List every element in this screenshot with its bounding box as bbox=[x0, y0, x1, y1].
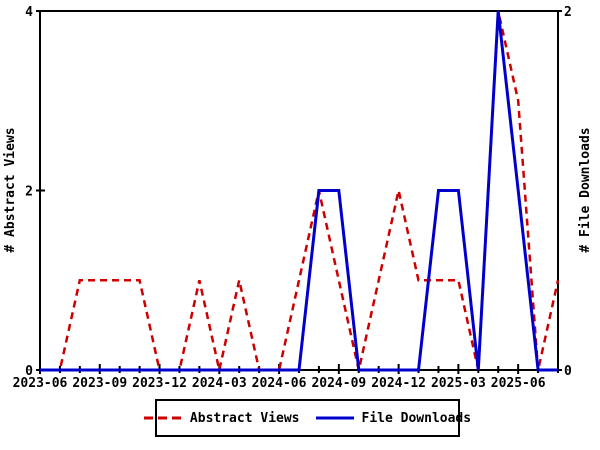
right-axis-title: # File Downloads bbox=[578, 127, 593, 252]
x-tick-label: 2025-06 bbox=[491, 376, 546, 391]
x-tick-label: 2024-03 bbox=[192, 376, 247, 391]
x-tick-label: 2024-06 bbox=[252, 376, 307, 391]
left-axis-title: # Abstract Views bbox=[3, 127, 18, 252]
legend-label-file-downloads: File Downloads bbox=[361, 410, 472, 426]
solid-line-sample-icon bbox=[315, 416, 354, 420]
x-tick-label: 2023-09 bbox=[72, 376, 127, 391]
x-tick-label: 2024-12 bbox=[371, 376, 426, 391]
right-y-tick-label: 2 bbox=[564, 5, 572, 20]
right-y-tick-label: 0 bbox=[564, 364, 572, 379]
file-downloads-line bbox=[40, 10, 558, 372]
dashed-line-sample-icon bbox=[143, 416, 182, 420]
legend-item-abstract-views: Abstract Views bbox=[143, 410, 300, 426]
x-tick-label: 2023-12 bbox=[132, 376, 187, 391]
left-y-tick-label: 0 bbox=[25, 364, 33, 379]
left-y-tick-label: 4 bbox=[25, 5, 33, 20]
abstract-views-line bbox=[40, 10, 560, 372]
x-tick-label: 2025-03 bbox=[431, 376, 486, 391]
legend-box: Abstract Views File Downloads bbox=[143, 399, 471, 437]
legend-label-abstract-views: Abstract Views bbox=[189, 410, 300, 426]
left-y-tick-label: 2 bbox=[25, 185, 33, 200]
x-tick-label: 2024-09 bbox=[311, 376, 366, 391]
x-tick-label: 2023-06 bbox=[13, 376, 68, 391]
legend-item-file-downloads: File Downloads bbox=[315, 410, 472, 426]
chart-generated-layer: 2023-06 2023-09 2023-12 2024-03 2024-06 2024-… bbox=[13, 5, 572, 391]
